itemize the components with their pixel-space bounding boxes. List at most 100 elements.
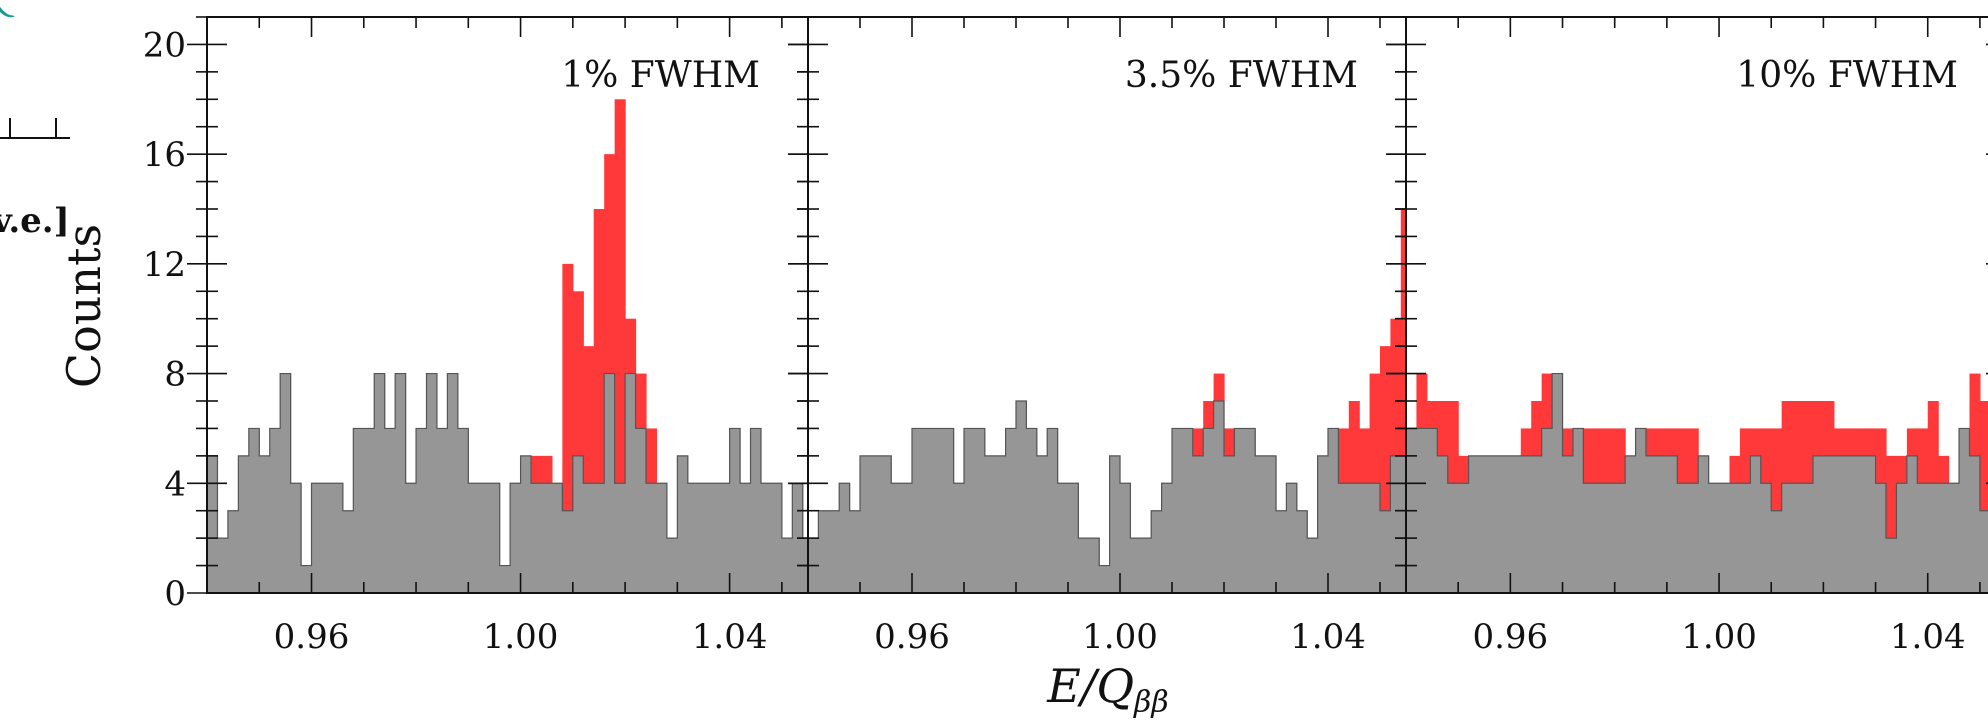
background-bar bbox=[1109, 455, 1121, 593]
background-bar bbox=[1489, 455, 1501, 593]
background-outline bbox=[808, 400, 1406, 593]
background-bar bbox=[1057, 483, 1069, 593]
background-bar bbox=[384, 428, 396, 593]
background-bar bbox=[729, 428, 741, 593]
background-bar bbox=[880, 455, 892, 593]
background-bar bbox=[1906, 455, 1918, 593]
background-bar bbox=[964, 428, 975, 593]
background-outline bbox=[207, 372, 808, 593]
background-bar bbox=[1520, 455, 1532, 593]
background-bar bbox=[1708, 483, 1720, 593]
background-bar bbox=[1572, 428, 1584, 593]
background-bar bbox=[1255, 455, 1267, 593]
bars-group bbox=[808, 154, 1526, 593]
background-bar bbox=[922, 428, 934, 593]
signal-bar bbox=[1338, 428, 1350, 484]
background-bar bbox=[677, 455, 689, 593]
background-bar bbox=[698, 483, 710, 593]
signal-bar bbox=[531, 455, 543, 484]
background-bar bbox=[666, 538, 678, 593]
background-bar bbox=[1625, 455, 1637, 593]
signal-bar bbox=[1844, 428, 1856, 456]
background-bar bbox=[771, 483, 783, 593]
signal-bar bbox=[1875, 428, 1887, 484]
signal-bar bbox=[1515, 154, 1526, 428]
background-bar bbox=[1792, 483, 1804, 593]
background-bar bbox=[614, 483, 626, 593]
background-bar bbox=[1719, 483, 1731, 593]
signal-bar bbox=[1583, 428, 1595, 484]
background-bar bbox=[562, 510, 574, 593]
background-bar bbox=[416, 428, 428, 593]
background-bar bbox=[1531, 455, 1543, 593]
background-bar bbox=[1317, 455, 1329, 593]
panel-label: 3.5% FWHM bbox=[1125, 55, 1358, 96]
background-bar bbox=[750, 428, 762, 593]
background-bar bbox=[311, 483, 323, 593]
background-bar bbox=[583, 483, 595, 593]
signal-bar bbox=[604, 154, 616, 374]
background-bar bbox=[1896, 483, 1908, 593]
background-bar bbox=[891, 483, 903, 593]
background-bar bbox=[849, 510, 861, 593]
background-bar bbox=[363, 428, 375, 593]
background-bar bbox=[1172, 428, 1183, 593]
signal-bar bbox=[1750, 428, 1762, 456]
signal-bar bbox=[1938, 455, 1950, 484]
signal-bar bbox=[1760, 428, 1772, 484]
background-bar bbox=[1593, 483, 1605, 593]
signal-bar bbox=[1687, 428, 1699, 484]
y-tick-label: 20 bbox=[143, 25, 186, 65]
background-bar bbox=[1068, 483, 1079, 593]
background-bar bbox=[984, 455, 996, 593]
signal-bar bbox=[541, 455, 553, 484]
signal-bar bbox=[1380, 346, 1391, 511]
signal-bar bbox=[635, 373, 647, 429]
signal-bar bbox=[1458, 455, 1470, 484]
background-bar bbox=[207, 455, 219, 593]
background-bar bbox=[1416, 428, 1428, 593]
background-bar bbox=[1182, 428, 1194, 593]
signal-bar bbox=[1416, 373, 1428, 429]
background-bar bbox=[1886, 538, 1898, 593]
background-bar bbox=[1400, 455, 1406, 593]
background-bar bbox=[1979, 510, 1988, 593]
signal-bar bbox=[1677, 428, 1689, 484]
background-bar bbox=[1583, 483, 1595, 593]
clipped-axis-bracket bbox=[0, 118, 70, 139]
background-bar bbox=[499, 565, 511, 593]
signal-bar bbox=[614, 99, 626, 484]
signal-bar bbox=[1666, 428, 1678, 456]
y-tick-label: 12 bbox=[143, 245, 186, 285]
background-bar bbox=[719, 483, 731, 593]
signal-bar bbox=[1614, 428, 1626, 484]
background-bar bbox=[1348, 483, 1360, 593]
background-bar bbox=[708, 483, 720, 593]
signal-bar bbox=[1771, 428, 1783, 511]
x-tick-label: 0.96 bbox=[1472, 617, 1548, 657]
background-bar bbox=[974, 428, 986, 593]
background-bar bbox=[635, 428, 647, 593]
signal-bar bbox=[1192, 428, 1204, 456]
background-bar bbox=[1771, 510, 1783, 593]
background-bar bbox=[656, 483, 668, 593]
y-tick-labels: 0 4 8 12 16 20 bbox=[143, 25, 186, 614]
background-bar bbox=[1802, 483, 1814, 593]
background-bar bbox=[912, 428, 923, 593]
background-bar bbox=[1130, 538, 1142, 593]
y-axis-title: Counts bbox=[57, 224, 111, 388]
x-tick-label: 0.96 bbox=[874, 617, 950, 657]
x-tick-label: 1.00 bbox=[1681, 617, 1757, 657]
signal-bar bbox=[1896, 455, 1908, 484]
background-bar bbox=[1088, 538, 1100, 593]
signal-bar bbox=[1348, 401, 1360, 484]
signal-bar bbox=[1437, 401, 1449, 456]
background-bar bbox=[457, 428, 469, 593]
panel-frame bbox=[1405, 16, 1988, 594]
signal-bar bbox=[645, 428, 658, 484]
background-bar bbox=[818, 510, 830, 593]
signal-bar bbox=[1593, 428, 1605, 484]
background-bar bbox=[238, 455, 250, 593]
background-bar bbox=[1865, 455, 1877, 593]
background-bar bbox=[839, 483, 851, 593]
